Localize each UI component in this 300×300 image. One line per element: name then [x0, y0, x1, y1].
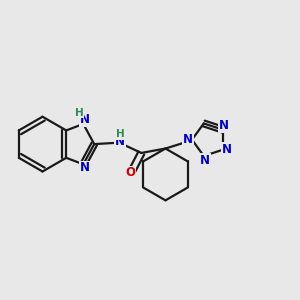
- Text: N: N: [200, 154, 210, 166]
- Text: H: H: [116, 129, 124, 140]
- Text: N: N: [115, 135, 125, 148]
- Text: N: N: [218, 119, 229, 132]
- Text: N: N: [80, 113, 89, 126]
- Text: H: H: [75, 108, 84, 118]
- Text: N: N: [183, 133, 193, 146]
- Text: N: N: [80, 161, 89, 174]
- Text: O: O: [126, 167, 136, 179]
- Text: N: N: [222, 143, 232, 156]
